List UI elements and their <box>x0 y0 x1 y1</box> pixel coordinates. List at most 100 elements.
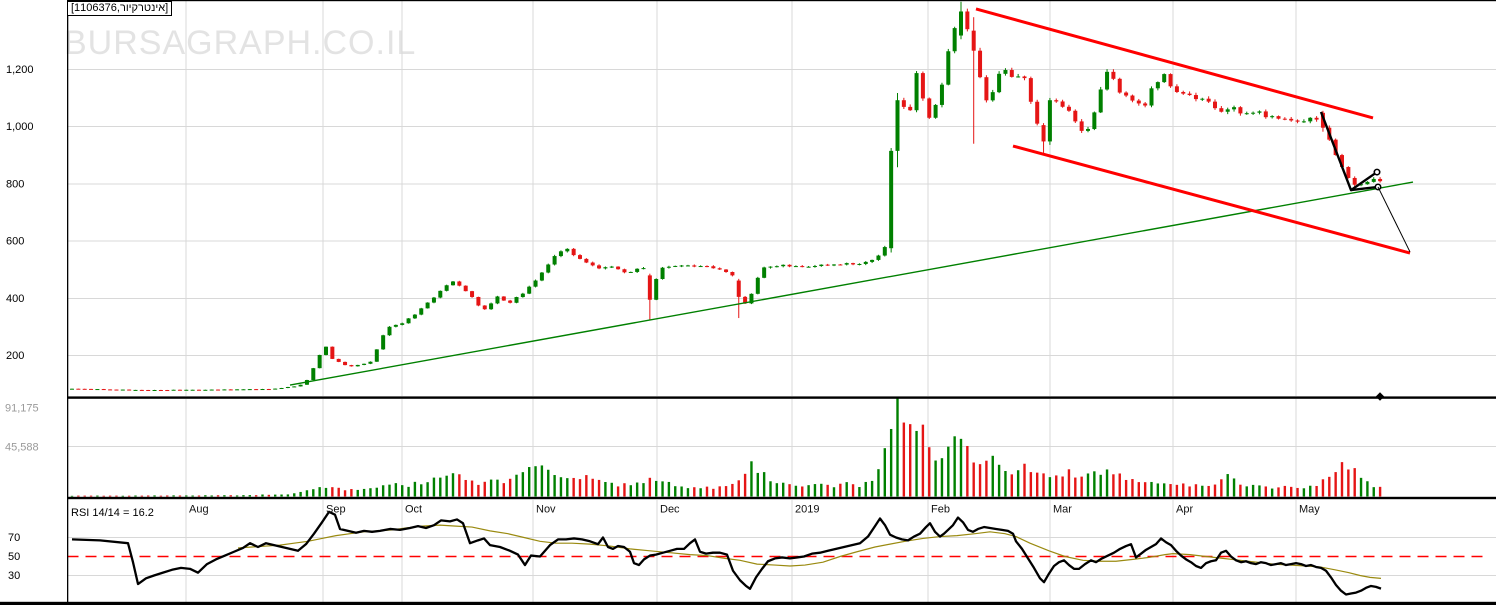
volume-bar <box>566 478 569 497</box>
volume-bar <box>985 460 988 497</box>
candle-body <box>571 248 576 256</box>
volume-bar <box>280 494 283 497</box>
candle-body <box>946 51 951 85</box>
volume-bar <box>528 467 531 497</box>
candle-body <box>889 150 894 249</box>
candle-body <box>355 364 360 367</box>
volume-bar <box>909 424 912 497</box>
annotation-line[interactable] <box>1319 111 1378 192</box>
candle-body <box>266 389 271 391</box>
candle-body <box>1378 178 1383 182</box>
candle-body <box>552 256 557 265</box>
rsi-layer <box>67 510 1488 596</box>
volume-bar <box>388 484 391 497</box>
volume-bar <box>96 495 99 497</box>
candle-body <box>514 297 519 303</box>
volume-bar <box>261 494 264 497</box>
volume-bar <box>1042 473 1045 497</box>
candle-body <box>1162 74 1167 83</box>
candle-body <box>939 84 944 105</box>
volume-bar <box>1074 477 1077 497</box>
candle-body <box>952 28 957 52</box>
volume-bar <box>458 474 461 497</box>
volume-bar <box>769 481 772 497</box>
volume-bar <box>394 483 398 497</box>
volume-bar <box>705 486 709 497</box>
candle-body <box>235 389 240 391</box>
annotation-line[interactable] <box>1350 185 1379 192</box>
volume-bar <box>1328 476 1331 497</box>
candle-body <box>1168 74 1173 87</box>
volume-bar <box>1251 484 1255 497</box>
candle-body <box>1181 91 1186 94</box>
volume-bar <box>604 481 607 497</box>
month-label: Feb <box>931 504 950 516</box>
candle-body <box>476 296 481 306</box>
volume-bar <box>318 487 321 497</box>
candle-body <box>616 266 621 270</box>
candle-body <box>254 389 259 391</box>
candle-body <box>768 266 773 268</box>
candle-body <box>241 389 246 391</box>
candle-body <box>1009 70 1014 77</box>
candle-body <box>895 100 900 151</box>
price-tick-label: 600 <box>6 236 24 248</box>
volume-bar <box>1302 488 1306 497</box>
candle-body <box>901 100 906 107</box>
candle-body <box>165 390 170 392</box>
volume-bar <box>1188 486 1191 497</box>
volume-bar <box>286 494 290 497</box>
volume-bar <box>1118 473 1121 497</box>
candle-body <box>908 106 913 111</box>
volume-bar <box>750 461 753 497</box>
volume-bar <box>553 475 556 497</box>
channel-upper-trendline[interactable] <box>975 7 1374 120</box>
candle-body <box>171 389 176 391</box>
candle-body <box>971 30 976 51</box>
candle-body <box>387 326 392 336</box>
annotation-line[interactable] <box>1377 186 1411 253</box>
volume-bar <box>851 484 855 497</box>
annotation-end-marker[interactable] <box>1373 168 1381 176</box>
volume-bar <box>1309 485 1312 497</box>
candle-body <box>197 389 201 391</box>
volume-bar <box>521 472 525 497</box>
volume-bar <box>83 495 86 497</box>
candle-body <box>870 259 875 262</box>
volume-bar <box>229 495 232 497</box>
candle-body <box>120 389 125 391</box>
volume-bar <box>305 490 309 497</box>
volume-bar <box>1239 484 1242 497</box>
candle-body <box>216 389 221 391</box>
volume-bar <box>1086 473 1090 497</box>
volume-bar <box>502 483 505 497</box>
rsi-tick-label: 50 <box>8 551 20 563</box>
volume-bar <box>724 486 728 497</box>
candle-body <box>222 389 227 391</box>
volume-bar <box>127 495 131 497</box>
symbol-label: [1106376,אינטרקיור] <box>71 2 169 14</box>
candle-body <box>1086 128 1090 131</box>
candle-body <box>622 269 627 273</box>
candle-body <box>444 285 449 291</box>
candle-body <box>114 389 119 391</box>
support-trendline[interactable] <box>289 181 1414 386</box>
channel-lower-trendline[interactable] <box>1012 144 1411 255</box>
candle-body <box>76 388 81 390</box>
volume-bar <box>267 494 271 497</box>
volume-bar <box>902 422 906 497</box>
volume-bar <box>966 445 969 497</box>
volume-bar <box>629 485 632 497</box>
volume-bar <box>153 495 156 497</box>
candle-body <box>152 390 157 392</box>
bottom-border <box>0 601 1496 605</box>
candle-body <box>1098 89 1103 113</box>
volume-bar <box>737 480 740 497</box>
volume-bar <box>1036 472 1039 497</box>
volume-bar <box>1245 486 1248 497</box>
candle-body <box>685 265 690 267</box>
volume-bar <box>1321 479 1325 497</box>
volume-bar <box>947 446 950 497</box>
volume-bar <box>807 485 810 497</box>
